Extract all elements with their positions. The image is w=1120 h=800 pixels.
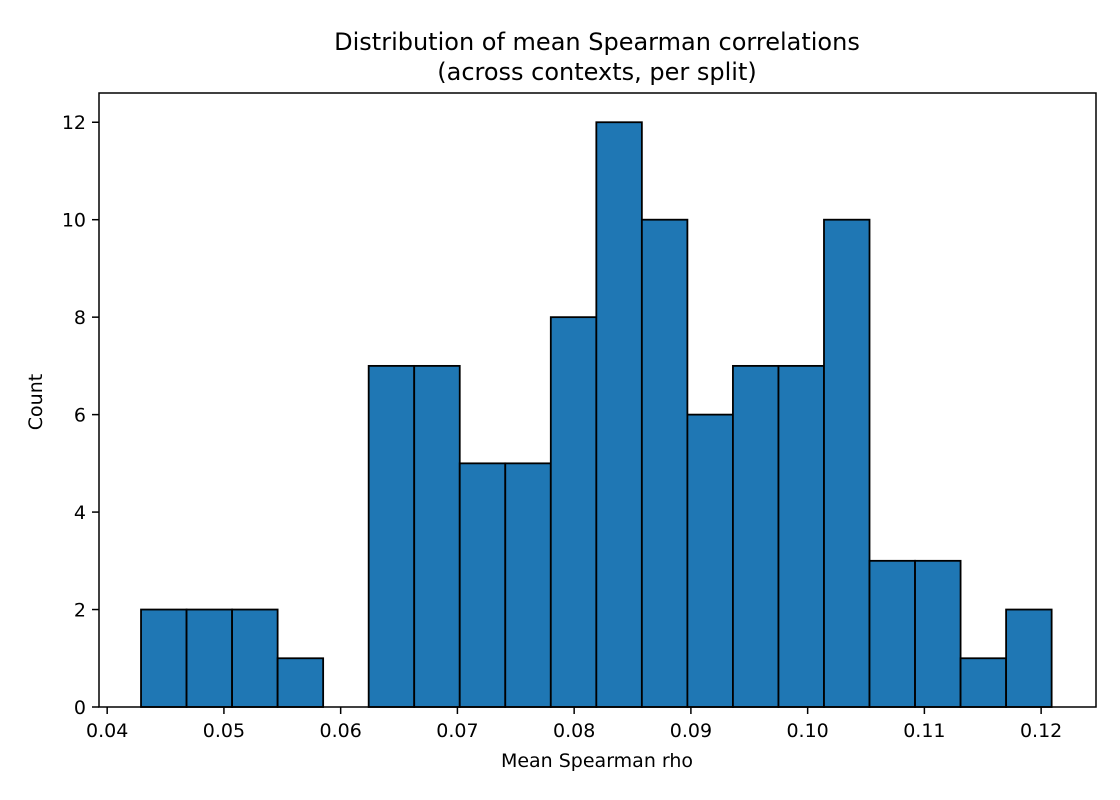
plot-frame [98, 92, 1097, 708]
histogram-bar [914, 559, 962, 708]
histogram-bar [185, 608, 233, 708]
histogram-bar [686, 413, 734, 708]
histogram-bar [367, 364, 416, 708]
histogram-bar [777, 364, 825, 708]
x-tick-label: 0.08 [553, 720, 595, 742]
histogram-bar [458, 462, 507, 708]
y-tick-label: 4 [74, 502, 86, 524]
histogram-bar [732, 364, 780, 708]
histogram-bar [413, 364, 461, 708]
y-tick-label: 2 [74, 600, 86, 622]
bars-group [140, 121, 1053, 708]
histogram-bar [231, 608, 279, 708]
histogram-bar [549, 316, 598, 708]
x-tick-label: 0.12 [1020, 720, 1062, 742]
histogram-bar [1005, 608, 1053, 708]
x-tick-label: 0.10 [786, 720, 828, 742]
histogram-bar [823, 218, 871, 708]
y-tick-label: 10 [62, 210, 86, 232]
histogram-bar [640, 218, 689, 708]
chart-title: Distribution of mean Spearman correlatio… [334, 28, 860, 56]
x-tick-label: 0.11 [903, 720, 945, 742]
histogram-bar [276, 657, 325, 708]
x-axis-label: Mean Spearman rho [501, 750, 693, 772]
x-tick-label: 0.07 [436, 720, 478, 742]
histogram-bar [140, 608, 188, 708]
y-tick-label: 6 [74, 405, 86, 427]
y-axis-ticks: 0 2 4 6 8 10 12 [62, 112, 99, 719]
x-tick-label: 0.05 [203, 720, 245, 742]
x-axis-ticks: 0.04 0.05 0.06 0.07 0.08 0.09 0.10 0.11 0.12 [86, 707, 1062, 742]
chart-subtitle: (across contexts, per split) [437, 58, 757, 86]
y-axis-label: Count [25, 374, 47, 430]
y-tick-label: 12 [62, 112, 86, 134]
x-tick-label: 0.04 [86, 720, 128, 742]
x-tick-label: 0.06 [320, 720, 362, 742]
x-tick-label: 0.09 [670, 720, 712, 742]
histogram-bar [595, 121, 643, 708]
histogram-bar [504, 462, 552, 708]
histogram-bar [959, 657, 1008, 708]
y-tick-label: 0 [74, 697, 86, 719]
y-tick-label: 8 [74, 307, 86, 329]
histogram-bar [868, 559, 916, 708]
